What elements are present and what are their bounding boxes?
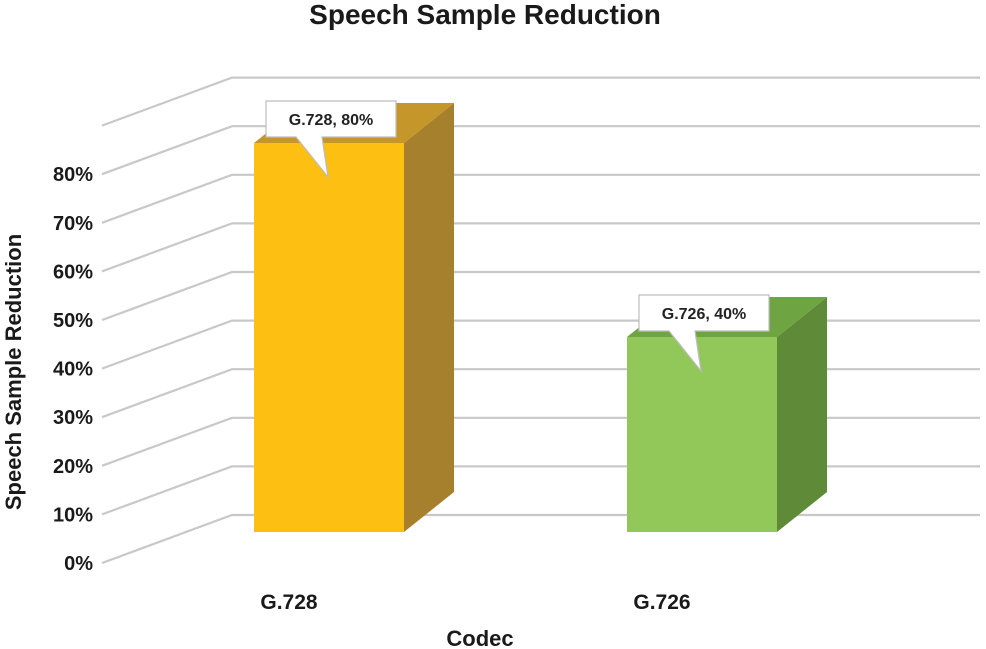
bar-g728 (254, 103, 454, 532)
data-label: G.726, 40% (662, 306, 747, 323)
gridline (101, 513, 980, 565)
data-label-callout: G.728, 80% (265, 100, 397, 180)
x-category-label: G.726 (633, 591, 690, 614)
bar-side-face (404, 103, 454, 532)
gridline (101, 368, 980, 419)
x-axis-categories: G.728 G.726 (260, 591, 690, 614)
data-label-box (638, 294, 770, 374)
data-label: G.728, 80% (289, 112, 374, 129)
bar-front-face (254, 143, 404, 532)
gridline (101, 416, 980, 467)
y-tick-label: 50% (53, 310, 93, 332)
x-axis-title: Codec (446, 626, 513, 649)
y-axis-ticks: 0% 10% 20% 30% 40% 50% 60% 70% 80% (53, 164, 93, 575)
bar-front-face (627, 337, 777, 532)
y-tick-label: 10% (53, 504, 93, 526)
gridline (101, 76, 980, 127)
y-tick-label: 70% (53, 213, 93, 235)
gridline (101, 173, 980, 224)
y-tick-label: 60% (53, 261, 93, 283)
bar-g726 (627, 297, 827, 532)
y-tick-label: 20% (53, 456, 93, 478)
y-axis-title: Speech Sample Reduction (1, 234, 26, 510)
gridline (101, 319, 980, 370)
gridline (101, 125, 980, 176)
data-label-box (265, 100, 397, 180)
y-tick-label: 30% (53, 407, 93, 429)
y-tick-label: 40% (53, 359, 93, 381)
gridlines (101, 76, 980, 565)
gridline (101, 270, 980, 322)
y-tick-label: 80% (53, 164, 93, 186)
data-labels: G.728, 80% G.726, 40% (265, 100, 770, 374)
gridline (101, 465, 980, 516)
data-label-callout: G.726, 40% (638, 294, 770, 374)
chart-title: Speech Sample Reduction (309, 0, 661, 30)
y-tick-label: 0% (64, 553, 93, 575)
x-category-label: G.728 (260, 591, 318, 614)
bar-side-face (777, 297, 827, 532)
bars (254, 103, 827, 532)
gridline (101, 222, 980, 273)
